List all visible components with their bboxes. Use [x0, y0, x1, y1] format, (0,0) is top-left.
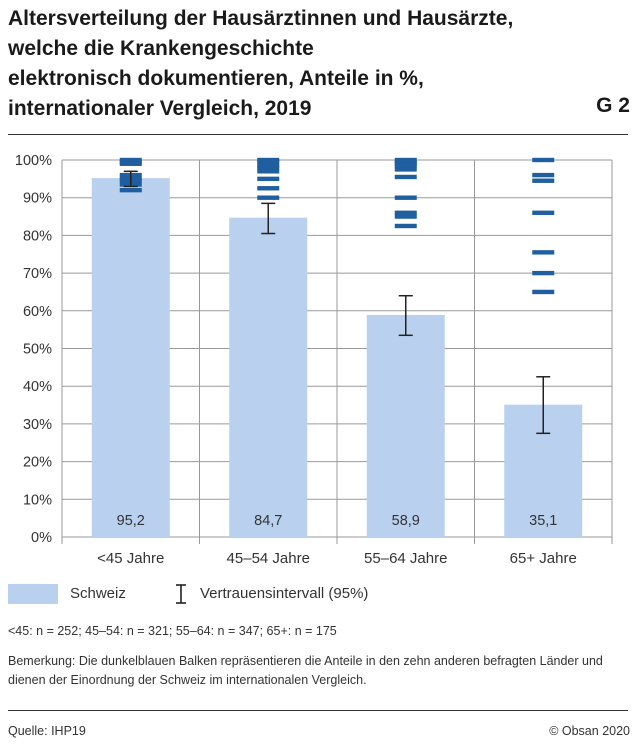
- marker-other-country: [257, 165, 280, 170]
- marker-other-country: [119, 187, 142, 193]
- marker-other-country: [394, 214, 417, 219]
- marker-other-country: [394, 223, 417, 229]
- marker-other-country: [394, 195, 417, 200]
- remark-note: Bemerkung: Die dunkelblauen Balken reprä…: [8, 654, 603, 687]
- bottom-rule: [8, 710, 628, 711]
- sample-size-note: <45: n = 252; 45–54: n = 321; 55–64: n =…: [8, 624, 337, 638]
- x-tick-label: <45 Jahre: [97, 550, 164, 567]
- legend-swatch-schweiz: [8, 584, 58, 604]
- source-note: Quelle: IHP19: [8, 724, 86, 738]
- marker-other-country: [532, 172, 555, 178]
- x-tick-label: 45–54 Jahre: [227, 550, 310, 567]
- marker-other-country: [257, 176, 280, 182]
- error-bar-icon: [176, 584, 186, 604]
- top-rule: [8, 134, 628, 135]
- x-tick-label: 55–64 Jahre: [364, 550, 447, 567]
- y-tick-label: 70%: [23, 266, 52, 282]
- marker-other-country: [532, 210, 555, 215]
- legend-label-ci: Vertrauensintervall (95%): [200, 585, 369, 602]
- marker-other-country: [257, 169, 280, 174]
- marker-other-country: [532, 178, 555, 183]
- y-tick-label: 60%: [23, 304, 52, 320]
- y-tick-label: 30%: [23, 417, 52, 433]
- marker-other-country: [532, 157, 555, 163]
- marker-other-country: [119, 161, 142, 166]
- y-tick-label: 0%: [31, 530, 52, 546]
- y-tick-label: 10%: [23, 492, 52, 508]
- y-tick-label: 40%: [23, 379, 52, 395]
- marker-other-country: [394, 174, 417, 180]
- y-tick-label: 50%: [23, 342, 52, 358]
- x-tick-label: 65+ Jahre: [510, 550, 577, 567]
- figure-id: G 2: [596, 94, 630, 117]
- marker-other-country: [257, 195, 280, 200]
- value-label: 35,1: [529, 513, 557, 529]
- title-line-3: elektronisch dokumentieren, Anteile in %…: [8, 67, 424, 90]
- value-label: 95,2: [117, 513, 145, 529]
- y-tick-label: 20%: [23, 455, 52, 471]
- value-label: 58,9: [392, 513, 420, 529]
- marker-other-country: [532, 250, 555, 255]
- copyright-note: © Obsan 2020: [549, 724, 630, 738]
- marker-other-country: [394, 167, 417, 172]
- marker-other-country: [394, 163, 417, 168]
- title-line-4: internationaler Vergleich, 2019: [8, 97, 312, 120]
- bar-schweiz: [366, 314, 445, 537]
- y-tick-label: 100%: [15, 153, 52, 169]
- marker-other-country: [532, 270, 555, 276]
- bar-chart: 0% 10% 20% 30% 40% 50% 60% 70% 80% 90% 100% 95,2 <45…: [15, 153, 613, 567]
- bar-schweiz: [91, 178, 170, 537]
- marker-other-country: [257, 186, 280, 191]
- marker-other-country: [532, 289, 555, 295]
- value-label: 84,7: [254, 513, 282, 529]
- y-tick-label: 90%: [23, 191, 52, 207]
- legend-label-schweiz: Schweiz: [70, 585, 126, 602]
- y-tick-label: 80%: [23, 228, 52, 244]
- title-line-2: welche die Krankengeschichte: [8, 37, 314, 60]
- marker-other-country: [257, 159, 280, 165]
- chart-title: Altersverteilung der Hausärztinnen und H…: [8, 4, 568, 124]
- legend: Schweiz Vertrauensintervall (95%): [8, 582, 628, 604]
- bar-schweiz: [229, 217, 308, 537]
- title-line-1: Altersverteilung der Hausärztinnen und H…: [8, 7, 514, 30]
- marker-other-country: [394, 210, 417, 215]
